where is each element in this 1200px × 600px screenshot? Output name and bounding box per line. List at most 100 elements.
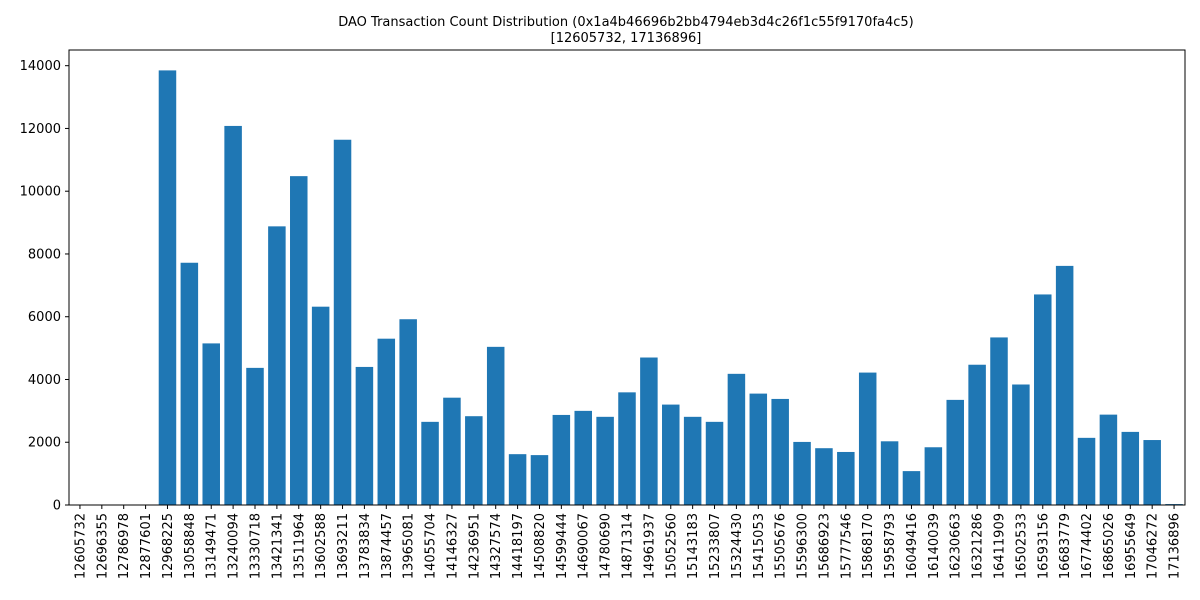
y-tick-label: 0: [53, 499, 61, 514]
x-tick-label: 15505676: [774, 513, 789, 579]
x-tick-label: 16140039: [927, 513, 942, 579]
bar-14780690: [596, 416, 614, 505]
bar-13602588: [311, 306, 330, 505]
x-tick-label: 14418197: [511, 513, 526, 579]
chart-subtitle: [12605732, 17136896]: [551, 31, 702, 46]
x-tick-label: 13330718: [249, 513, 264, 579]
x-tick-label: 13421341: [270, 513, 285, 579]
x-tick-label: 15686923: [817, 513, 832, 579]
x-axis: 12605732 12696355 12786978 12877601 12968225…: [73, 505, 1183, 579]
bar-15596300: [793, 441, 811, 505]
bar-16140039: [924, 447, 943, 505]
x-tick-label: 16865026: [1102, 513, 1117, 579]
y-axis: 0 2000 4000 6000 8000 10000 12000 14000: [20, 59, 69, 514]
bar-15958793: [880, 441, 899, 505]
x-tick-label: 12696355: [95, 513, 110, 579]
bar-13874457: [377, 338, 396, 505]
x-tick-label: 14236951: [467, 513, 482, 579]
x-tick-label: 15958793: [883, 513, 898, 579]
bar-16774402: [1077, 437, 1096, 505]
bar-14055704: [421, 421, 439, 505]
x-tick-label: 16593156: [1036, 513, 1051, 579]
x-tick-label: 16502533: [1014, 513, 1029, 579]
y-tick-label: 2000: [28, 436, 61, 451]
bar-14690067: [574, 410, 592, 505]
y-tick-label: 4000: [28, 373, 61, 388]
x-tick-label: 14599444: [555, 513, 570, 579]
x-tick-label: 14780690: [599, 513, 614, 579]
x-tick-label: 16411909: [993, 513, 1008, 579]
bar-15868170: [858, 372, 877, 505]
x-tick-label: 15868170: [861, 513, 876, 579]
bar-13240094: [224, 125, 242, 505]
bar-16683779: [1055, 265, 1074, 505]
x-tick-label: 14327574: [489, 513, 504, 579]
bar-16230663: [946, 399, 964, 505]
x-tick-label: 15233807: [708, 513, 723, 579]
x-tick-label: 13693211: [336, 513, 351, 579]
x-tick-label: 13965081: [402, 513, 417, 579]
x-tick-label: 16774402: [1080, 513, 1095, 579]
bar-15686923: [815, 448, 833, 505]
bar-16593156: [1034, 294, 1052, 505]
bar-12968225: [158, 70, 177, 506]
bar-15143183: [683, 416, 702, 505]
chart-title: DAO Transaction Count Distribution (0x1a…: [338, 15, 914, 30]
x-tick-label: 13511964: [292, 513, 307, 579]
bar-14236951: [465, 416, 483, 505]
bar-13058848: [180, 262, 199, 505]
bar-16955649: [1121, 431, 1140, 505]
y-tick-label: 6000: [28, 310, 61, 325]
bar-16502533: [1012, 384, 1030, 505]
x-tick-label: 12968225: [161, 513, 176, 579]
x-tick-label: 15596300: [796, 513, 811, 579]
x-tick-label: 12786978: [117, 513, 132, 579]
x-tick-label: 15777546: [839, 513, 854, 579]
x-tick-label: 14508820: [533, 513, 548, 579]
bar-14508820: [530, 455, 549, 505]
plot-frame: [68, 49, 1186, 506]
x-tick-label: 13874457: [380, 513, 395, 579]
x-tick-label: 13602588: [314, 513, 329, 579]
x-tick-label: 14690067: [577, 513, 592, 579]
bar-16411909: [990, 337, 1008, 505]
bar-17046272: [1143, 440, 1161, 505]
y-tick-label: 14000: [20, 59, 61, 74]
bar-15052560: [662, 404, 680, 505]
y-tick-label: 8000: [28, 247, 61, 262]
x-tick-label: 16683779: [1058, 513, 1073, 579]
x-tick-label: 17136896: [1168, 513, 1183, 579]
x-tick-label: 14961937: [642, 513, 657, 579]
x-tick-label: 14871314: [621, 513, 636, 579]
x-tick-label: 15324430: [730, 513, 745, 579]
x-tick-label: 16955649: [1124, 513, 1139, 579]
bar-14327574: [486, 346, 505, 505]
x-tick-label: 15052560: [664, 513, 679, 579]
bar-16049416: [902, 471, 921, 505]
x-tick-label: 17046272: [1146, 513, 1161, 579]
y-tick-label: 10000: [20, 185, 61, 200]
x-tick-label: 13058848: [183, 513, 198, 579]
bar-14599444: [552, 414, 571, 505]
bar-13330718: [246, 367, 264, 505]
bar-13783834: [355, 366, 374, 505]
bar-14418197: [508, 454, 527, 505]
x-tick-label: 16321286: [971, 513, 986, 579]
x-tick-label: 13149471: [205, 513, 220, 579]
bar-15324430: [727, 373, 746, 505]
x-tick-label: 15415053: [752, 513, 767, 579]
y-tick-label: 12000: [20, 122, 61, 137]
x-tick-label: 15143183: [686, 513, 701, 579]
bars-group: [71, 70, 1183, 506]
x-tick-label: 16230663: [949, 513, 964, 579]
bar-15415053: [749, 393, 768, 505]
bar-16865026: [1099, 414, 1118, 505]
x-tick-label: 14146327: [445, 513, 460, 579]
bar-15233807: [705, 421, 724, 505]
bar-14146327: [443, 397, 461, 505]
bar-13149471: [202, 343, 220, 505]
bar-13511964: [290, 176, 308, 505]
x-tick-label: 12877601: [139, 513, 154, 579]
